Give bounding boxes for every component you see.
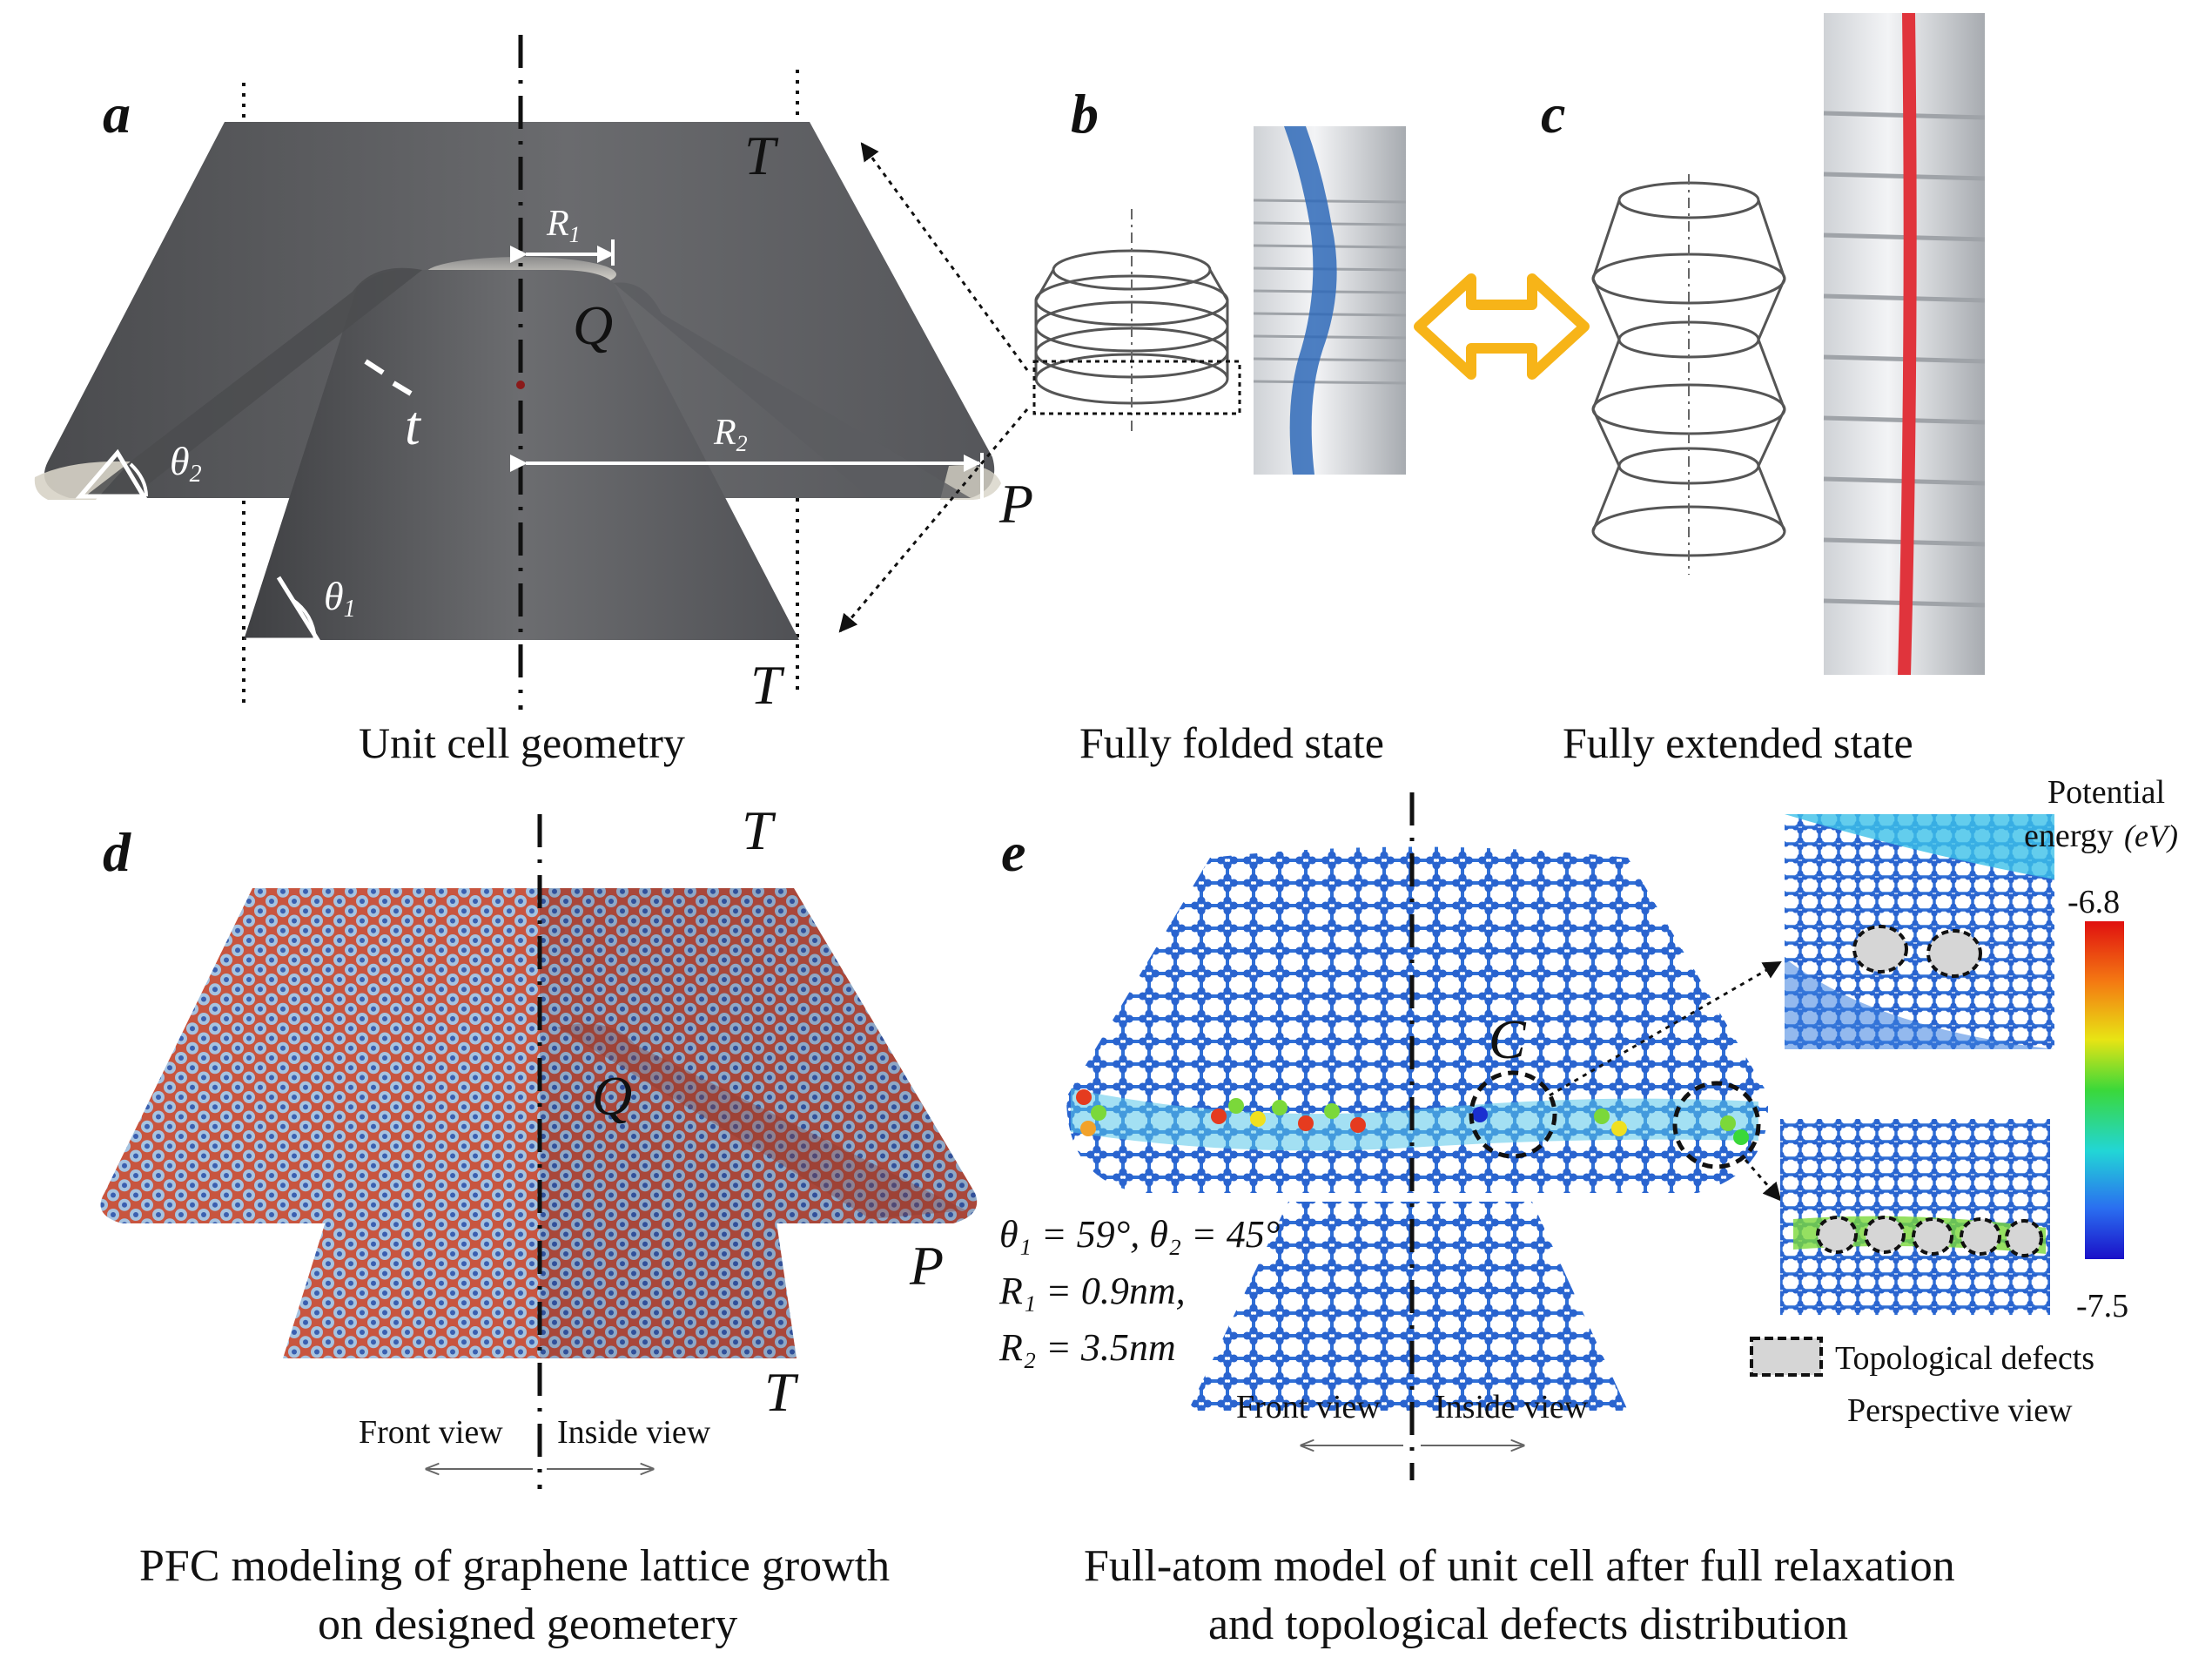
defect-atoms bbox=[1076, 1089, 1749, 1145]
panel-d-caption-line1: PFC modeling of graphene lattice growth bbox=[139, 1541, 890, 1591]
inset-bottom-defects bbox=[1816, 1216, 2043, 1257]
inset-bottom bbox=[1780, 1119, 2050, 1315]
params-line3: R₂ = 3.5nm bbox=[998, 1326, 1176, 1369]
panel-c: c Fully extended stat bbox=[1541, 13, 1986, 767]
unit-cell-box bbox=[1032, 360, 1241, 415]
panel-a-letter: a bbox=[103, 83, 131, 145]
inset-top-ring bbox=[1785, 814, 2054, 879]
panel-c-caption: Fully extended state bbox=[1563, 718, 1913, 767]
panel-e-letter: e bbox=[1001, 821, 1025, 883]
front-view-label-e: Front view bbox=[1236, 1389, 1381, 1425]
upper-rim-left bbox=[34, 461, 131, 500]
inset-top-defect-2 bbox=[1926, 929, 1982, 978]
double-arrow bbox=[1414, 273, 1590, 380]
q-label-a: Q bbox=[573, 294, 613, 356]
inset-top-lower bbox=[1785, 958, 2054, 1049]
inside-view-label-d: Inside view bbox=[557, 1414, 711, 1451]
colorbar-max-label: -6.8 bbox=[2067, 884, 2120, 920]
panel-d: d T Q P T Front view Inside view PFC mod… bbox=[100, 799, 978, 1649]
panel-e-caption-line2: and topological defects distribution bbox=[1208, 1600, 1848, 1649]
theta1-arc bbox=[290, 597, 317, 641]
inset-top bbox=[1785, 814, 2054, 1049]
defect-circle-right bbox=[1672, 1081, 1761, 1169]
t-label: t bbox=[405, 394, 422, 456]
center-point bbox=[516, 381, 525, 389]
panel-a: a R1 Q R2 t θ2 θ1 bbox=[34, 35, 1033, 767]
colorbar-title-line1: Potential bbox=[2047, 774, 2165, 811]
panel-c-letter: c bbox=[1541, 83, 1565, 145]
r2-label: R2 bbox=[713, 413, 748, 456]
panel-d-letter: d bbox=[103, 821, 131, 883]
colorbar-title-line2: energy bbox=[2024, 818, 2114, 854]
pfc-upper-frustum-inside bbox=[540, 888, 978, 1223]
pfc-lower-cone-inside bbox=[540, 1210, 797, 1358]
defect-band bbox=[1071, 1088, 1758, 1151]
q-label-d: Q bbox=[592, 1065, 632, 1127]
cone-shadow-right bbox=[614, 282, 971, 498]
r1-label: R1 bbox=[546, 204, 581, 247]
theta1-label: θ1 bbox=[324, 574, 356, 623]
panel-b-caption: Fully folded state bbox=[1079, 718, 1384, 767]
params-line2: R₁ = 0.9nm, bbox=[998, 1270, 1186, 1312]
t-bottom-label-d: T bbox=[764, 1361, 799, 1423]
inside-view-label-e: Inside view bbox=[1435, 1389, 1589, 1425]
perspective-view-label: Perspective view bbox=[1847, 1392, 2073, 1429]
panel-b-letter: b bbox=[1071, 83, 1099, 145]
pfc-upper-frustum-front bbox=[100, 888, 540, 1223]
defects-legend-label: Topological defects bbox=[1835, 1340, 2094, 1377]
p-label-a: P bbox=[998, 473, 1033, 535]
defect-circle-c bbox=[1469, 1070, 1557, 1159]
colorbar-unit: (eV) bbox=[2124, 819, 2178, 853]
p-label-d: P bbox=[909, 1235, 944, 1297]
inset-top-defect-1 bbox=[1852, 925, 1908, 974]
theta2-triangle bbox=[75, 448, 148, 499]
colorbar bbox=[2085, 921, 2124, 1259]
t-top-label-d: T bbox=[742, 799, 777, 861]
arrow-to-inset-bottom bbox=[1744, 1159, 1782, 1202]
t-top-label-a: T bbox=[744, 125, 779, 186]
panel-d-caption-line2: on designed geometery bbox=[318, 1600, 737, 1649]
atom-lower-cone bbox=[1188, 1202, 1628, 1411]
panel-e-caption-line1: Full-atom model of unit cell after full … bbox=[1084, 1541, 1955, 1591]
pfc-lower-cone-front bbox=[283, 1210, 540, 1358]
params-line1: θ₁ = 59°, θ₂ = 45° bbox=[999, 1213, 1280, 1256]
arrow-to-bottom bbox=[838, 408, 1029, 633]
panel-a-caption: Unit cell geometry bbox=[359, 718, 685, 767]
c-label-e: C bbox=[1489, 1008, 1527, 1070]
theta2-label: θ2 bbox=[170, 439, 202, 488]
arrow-to-inset-top bbox=[1549, 960, 1782, 1097]
front-view-label-d: Front view bbox=[359, 1414, 503, 1451]
defects-legend-swatch bbox=[1750, 1337, 1823, 1377]
panel-e: e C θ₁ = 59°, θ₂ bbox=[998, 774, 2178, 1649]
panel-b: b Fully folded state bbox=[1032, 83, 1407, 767]
t-bottom-label-a: T bbox=[750, 654, 785, 716]
theta1-triangle bbox=[246, 576, 322, 643]
theta2-arc bbox=[129, 462, 148, 497]
colorbar-min-label: -7.5 bbox=[2076, 1288, 2128, 1324]
folded-blue-stripe bbox=[1284, 126, 1337, 475]
arrow-to-top bbox=[860, 142, 1029, 371]
pfc-inner-fold bbox=[557, 1023, 966, 1219]
t-markers bbox=[364, 359, 413, 396]
extended-red-stripe bbox=[1898, 13, 1917, 675]
cone-shadow-left bbox=[83, 267, 422, 498]
